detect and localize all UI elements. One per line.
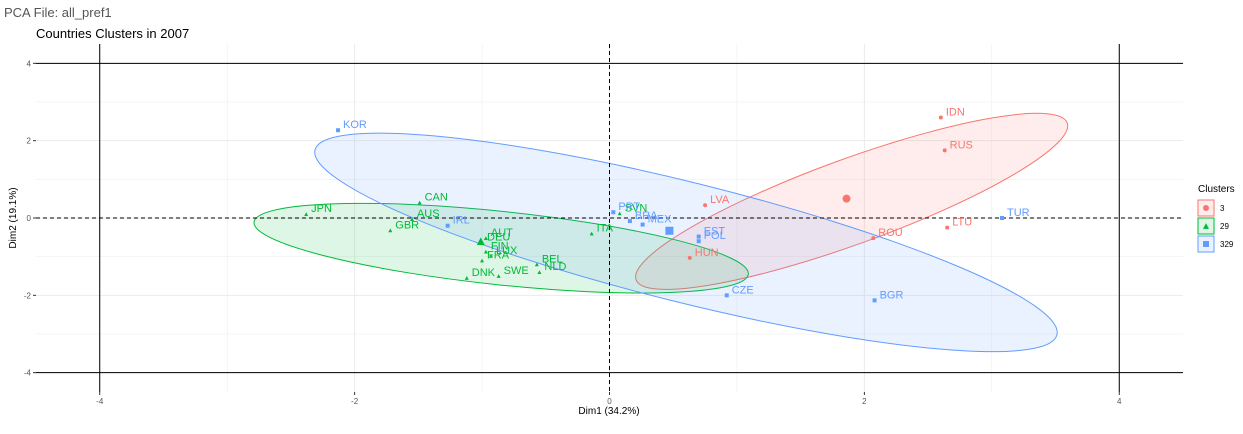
chart-title: Countries Clusters in 2007 xyxy=(36,26,189,41)
tick-labels: -4 -2 0 2 4 -4 -2 0 2 4 xyxy=(24,59,1122,406)
point-label-DNK: DNK xyxy=(472,267,496,279)
point-label-NLD: NLD xyxy=(544,261,566,273)
legend-title: Clusters xyxy=(1198,184,1235,195)
point-LUX xyxy=(488,253,493,258)
point-label-EST: EST xyxy=(704,226,726,238)
cluster-ellipse-329 xyxy=(314,132,1058,353)
point-label-IDN: IDN xyxy=(946,106,965,118)
point-CZE xyxy=(724,293,729,298)
point-HUN xyxy=(687,255,692,260)
point-label-BGR: BGR xyxy=(880,289,904,301)
point-label-TUR: TUR xyxy=(1007,207,1030,219)
point-label-BEL: BEL xyxy=(542,253,563,265)
cluster-ellipse-3 xyxy=(635,112,1069,290)
centroid-3 xyxy=(842,194,851,203)
point-RUS xyxy=(942,148,947,153)
point-label-ITA: ITA xyxy=(597,222,614,234)
x-tick-label: 0 xyxy=(607,397,612,406)
point-FRA xyxy=(480,258,485,263)
point-SVN xyxy=(617,211,622,216)
y-tick-label: 4 xyxy=(27,59,32,68)
point-label-PRT: PRT xyxy=(618,201,640,213)
point-label-FRA: FRA xyxy=(487,250,510,262)
point-IRL xyxy=(445,223,450,228)
point-CAN xyxy=(417,200,422,205)
point-SWE xyxy=(496,274,501,278)
point-BEL xyxy=(534,262,539,267)
point-ROU xyxy=(871,236,876,241)
point-ITA xyxy=(589,231,594,236)
point-label-GBR: GBR xyxy=(395,219,419,231)
cluster-ellipse-29 xyxy=(253,202,749,294)
legend-label-329: 329 xyxy=(1220,240,1234,249)
x-tick-label: -4 xyxy=(96,397,104,406)
point-FIN xyxy=(483,249,488,254)
point-LTU xyxy=(945,225,950,230)
point-label-BRA: BRA xyxy=(635,210,658,222)
point-MEX xyxy=(640,222,645,227)
point-label-LVA: LVA xyxy=(710,194,730,206)
point-label-IRL: IRL xyxy=(453,215,470,227)
point-KOR xyxy=(336,128,341,133)
point-label-HUN: HUN xyxy=(695,247,719,259)
point-GBR xyxy=(388,228,393,233)
point-label-SVN: SVN xyxy=(625,202,648,214)
legend-marker-329 xyxy=(1203,241,1209,247)
x-tick-label: -2 xyxy=(351,397,359,406)
point-IDN xyxy=(938,115,943,120)
axis-frame xyxy=(36,44,1183,392)
legend-marker-29 xyxy=(1203,223,1209,229)
legend-label-29: 29 xyxy=(1220,222,1229,231)
legend-marker-3 xyxy=(1203,205,1209,211)
y-tick-label: -4 xyxy=(24,369,32,378)
point-BGR xyxy=(872,298,877,303)
point-label-SWE: SWE xyxy=(504,265,529,277)
y-tick-label: 2 xyxy=(27,137,32,146)
point-label-CAN: CAN xyxy=(425,192,448,204)
point-label-POL: POL xyxy=(704,230,726,242)
page-title: PCA File: all_pref1 xyxy=(4,5,112,20)
y-axis-label: Dim2 (19.1%) xyxy=(8,187,19,248)
data-points xyxy=(304,115,1005,303)
point-label-ROU: ROU xyxy=(878,227,903,239)
cluster-ellipses xyxy=(253,112,1069,353)
centroid-29 xyxy=(476,237,485,245)
point-JPN xyxy=(304,212,309,217)
point-label-RUS: RUS xyxy=(950,139,973,151)
point-label-DEU: DEU xyxy=(487,232,510,244)
x-axis-label: Dim1 (34.2%) xyxy=(578,406,639,417)
point-POL xyxy=(696,239,701,244)
point-BRA xyxy=(627,219,632,224)
x-tick-label: 4 xyxy=(1117,397,1122,406)
y-tick-label: 0 xyxy=(27,214,32,223)
legend-label-3: 3 xyxy=(1220,204,1225,213)
point-EST xyxy=(696,234,701,239)
point-label-AUS: AUS xyxy=(417,208,440,220)
point-label-MEX: MEX xyxy=(648,214,673,226)
point-label-JPN: JPN xyxy=(311,203,332,215)
point-DNK xyxy=(464,276,469,280)
point-AUT xyxy=(483,236,488,241)
point-LVA xyxy=(703,203,708,208)
point-label-CZE: CZE xyxy=(732,284,754,296)
point-label-LTU: LTU xyxy=(952,217,972,229)
point-label-AUT: AUT xyxy=(491,227,513,239)
point-PRT xyxy=(611,210,616,215)
point-NLD xyxy=(537,270,542,275)
point-label-KOR: KOR xyxy=(343,119,367,131)
point-AUS xyxy=(409,217,414,222)
point-label-FIN: FIN xyxy=(491,241,509,253)
point-TUR xyxy=(1000,216,1005,220)
centroid-329 xyxy=(665,226,674,235)
point-label-LUX: LUX xyxy=(496,245,518,257)
x-tick-label: 2 xyxy=(862,397,867,406)
y-tick-label: -2 xyxy=(24,291,32,300)
